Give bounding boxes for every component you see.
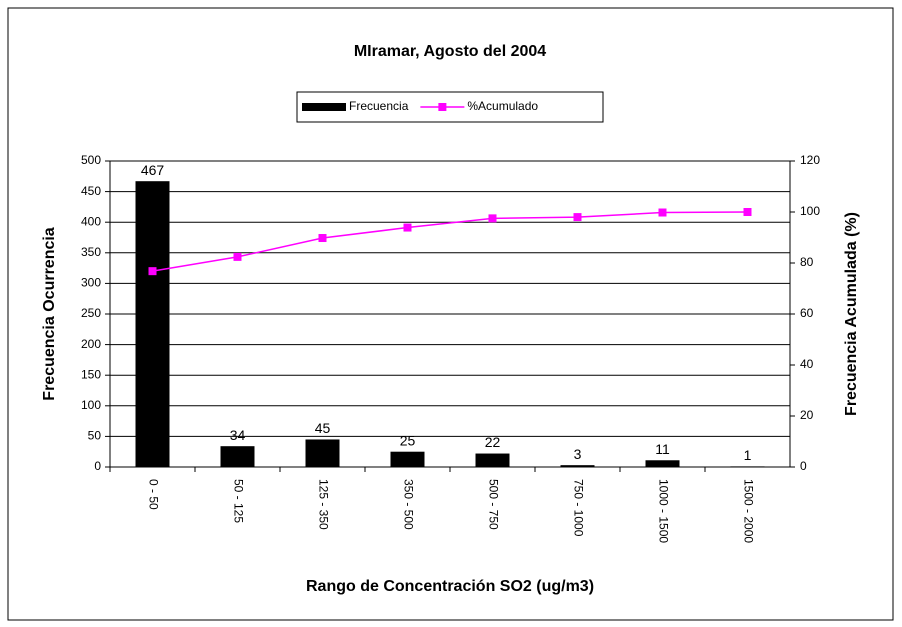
y-tick-label: 500 <box>81 153 101 167</box>
y-tick-label: 100 <box>81 398 101 412</box>
data-label: 45 <box>315 420 331 436</box>
chart-title: MIramar, Agosto del 2004 <box>354 43 546 60</box>
data-label: 22 <box>485 434 501 450</box>
y2-tick-label: 60 <box>800 306 814 320</box>
data-label: 34 <box>230 427 246 443</box>
y2-tick-label: 0 <box>800 459 807 473</box>
marker <box>658 208 667 217</box>
y-tick-label: 250 <box>81 306 101 320</box>
x-tick-label: 125 - 350 <box>316 479 330 530</box>
y-tick-label: 150 <box>81 367 101 381</box>
x-tick-label: 350 - 500 <box>401 479 415 530</box>
data-label: 467 <box>141 162 165 178</box>
y2-tick-label: 40 <box>800 357 814 371</box>
x-tick-label: 0 - 50 <box>146 479 160 510</box>
bar <box>730 466 765 467</box>
y-tick-label: 200 <box>81 337 101 351</box>
legend-marker <box>438 103 447 111</box>
marker <box>233 252 242 261</box>
data-label: 1 <box>744 447 752 463</box>
y-tick-label: 450 <box>81 184 101 198</box>
data-label: 11 <box>655 441 670 457</box>
y-tick-label: 50 <box>88 429 102 443</box>
x-tick-label: 1500 - 2000 <box>741 479 755 543</box>
y2-tick-label: 20 <box>800 408 814 422</box>
bar <box>390 451 425 467</box>
bar <box>645 460 680 467</box>
data-label: 3 <box>574 446 582 462</box>
x-tick-label: 500 - 750 <box>486 479 500 530</box>
bar <box>220 446 255 467</box>
legend-label: Frecuencia <box>349 99 409 113</box>
marker <box>318 234 327 243</box>
y-tick-label: 350 <box>81 245 101 259</box>
x-tick-label: 750 - 1000 <box>571 479 585 537</box>
y2-axis-title: Frecuencia Acumulada (%) <box>843 212 860 416</box>
bar <box>135 181 170 468</box>
x-tick-label: 50 - 125 <box>231 479 245 523</box>
x-axis-title: Rango de Concentración SO2 (ug/m3) <box>306 578 594 595</box>
y2-tick-label: 100 <box>800 204 820 218</box>
marker <box>403 223 412 232</box>
marker <box>743 208 752 216</box>
x-tick-label: 1000 - 1500 <box>656 479 670 543</box>
legend-swatch <box>302 103 346 111</box>
marker <box>573 213 582 222</box>
data-label: 25 <box>400 432 416 448</box>
bar <box>560 465 595 467</box>
y-tick-label: 300 <box>81 276 101 290</box>
y2-tick-label: 120 <box>800 153 820 167</box>
legend-label: %Acumulado <box>467 99 538 113</box>
marker <box>148 267 157 276</box>
y2-tick-label: 80 <box>800 255 814 269</box>
line <box>152 211 748 272</box>
y-tick-label: 0 <box>94 459 101 473</box>
y-tick-label: 400 <box>81 214 101 228</box>
bar <box>305 439 340 467</box>
y-axis-title: Frecuencia Ocurrencia <box>41 227 58 401</box>
bar <box>475 453 510 467</box>
marker <box>488 214 497 223</box>
